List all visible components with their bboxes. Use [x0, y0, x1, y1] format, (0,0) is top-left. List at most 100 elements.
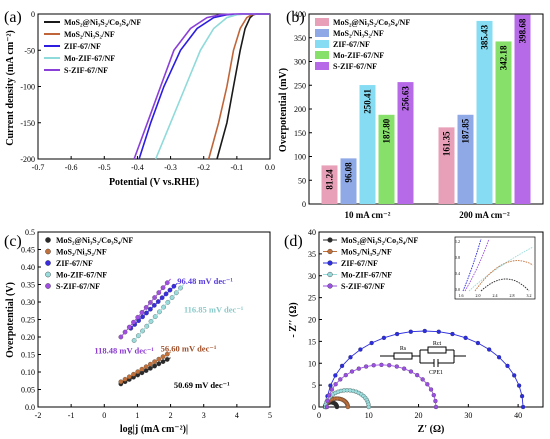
x-tick-label: 30: [464, 411, 472, 420]
legend-marker: [45, 260, 51, 266]
panel-c: (c) Overpotential (V) log|j (mA cm⁻²)| -…: [4, 228, 272, 435]
y-tick-label: 0.10: [21, 368, 35, 377]
bar: [476, 20, 493, 205]
circuit-resistor-rs: [393, 352, 413, 360]
fit-curve: [326, 364, 437, 408]
legend-label: MoS₂@Ni₃S₂/Co₃S₄/NF: [56, 236, 133, 245]
legend-label: S-ZIF-67/NF: [333, 62, 377, 71]
panel-c-letter: (c): [4, 233, 22, 250]
panel-b-ylabel: Overpotential (mV): [278, 68, 289, 152]
y-tick-label: 20: [308, 316, 316, 325]
panel-c-xlabel: log|j (mA cm⁻²)|: [120, 424, 188, 435]
x-tick-label: -0.6: [65, 163, 78, 172]
bar: [378, 114, 395, 204]
legend-label: MoS₂@Ni₃S₂/Co₃S₄/NF: [64, 18, 141, 27]
x-tick-label: 40: [514, 411, 522, 420]
panel-d-inset: 1.6 2.0 2.4 2.8 3.2 0.0 0.4 0.8 1.2: [454, 236, 536, 300]
inset-x-tick-label: 2.8: [510, 293, 515, 298]
y-tick-label: 50: [298, 176, 306, 185]
legend-swatch: [315, 40, 329, 48]
panel-b-letter: (b): [286, 9, 305, 26]
panel-a-legend: MoS₂@Ni₃S₂/Co₃S₄/NF MoS₂/Ni₃S₂/NF ZIF-67/N…: [44, 18, 141, 75]
panel-c-tafel-data: 50.69 mV dec⁻¹ 56.60 mV dec⁻¹ 96.48 mV dec…: [94, 276, 243, 390]
legend-label: ZIF-67/NF: [56, 259, 93, 268]
y-tick-label: -200: [20, 155, 35, 164]
x-tick-label: 2: [169, 411, 173, 420]
panel-a-series-lines: [133, 13, 270, 160]
legend-label: ZIF-67/NF: [333, 40, 370, 49]
panel-c-ylabel: Overpotential (V): [5, 282, 16, 358]
y-tick-label: 0.15: [21, 351, 35, 360]
panel-d-ylabel: - Z′′ (Ω): [288, 302, 299, 337]
x-tick-label: -0.1: [231, 163, 244, 172]
legend-label: S-ZIF-67/NF: [56, 282, 100, 291]
y-tick-label: 0.30: [21, 298, 35, 307]
y-tick-label: -150: [20, 119, 35, 128]
legend-label: MoS₂/Ni₃S₂/NF: [56, 248, 107, 257]
bar: [397, 82, 414, 204]
series-line: [154, 13, 270, 160]
panel-b: (b) Overpotential (mV) 0 50 100 150 200 250 30…: [278, 9, 544, 220]
y-tick-label: 0: [31, 10, 35, 19]
bar-value-label: 187.85: [461, 118, 471, 143]
inset-curve: [468, 246, 534, 292]
x-tick-label: -0.5: [98, 163, 111, 172]
legend-swatch: [315, 51, 329, 59]
tafel-slope-label: 50.69 mV dec⁻¹: [174, 380, 230, 390]
y-tick-label: 25: [308, 294, 316, 303]
tafel-slope-label: 116.85 mV dec⁻¹: [184, 305, 244, 315]
y-tick-label: 150: [294, 129, 306, 138]
legend-label: Mo-ZIF-67/NF: [341, 271, 392, 280]
legend-label: ZIF-67/NF: [64, 42, 101, 51]
y-tick-label: -50: [24, 46, 35, 55]
inset-curve: [462, 238, 482, 292]
legend-marker: [327, 248, 333, 255]
y-tick-label: 0.5: [25, 228, 35, 237]
panel-a-xlabel: Potential (V vs.RHE): [109, 177, 199, 188]
y-tick-label: 250: [294, 81, 306, 90]
bar: [438, 127, 455, 204]
y-tick-label: 0.40: [21, 263, 35, 272]
inset-y-tick-label: 0.4: [455, 271, 460, 276]
panel-c-legend: MoS₂@Ni₃S₂/Co₃S₄/NF MoS₂/Ni₃S₂/NF ZIF-67/N…: [45, 236, 133, 291]
x-tick-label: 3: [202, 411, 206, 420]
panel-d-letter: (d): [284, 233, 303, 250]
inset-y-tick-label: 1.2: [455, 239, 460, 244]
legend-label: Mo-ZIF-67/NF: [56, 271, 107, 280]
fit-line: [120, 351, 171, 383]
bar-value-label: 81.24: [325, 169, 335, 190]
inset-x-tick-label: 2.4: [493, 293, 498, 298]
panel-d-axes: 0 10 20 30 40 0 5 10 15 20 25 30 35 40: [308, 228, 522, 420]
y-tick-label: 0.0: [25, 403, 35, 412]
panel-d-xlabel: Z′ (Ω): [418, 424, 445, 435]
fit-line: [120, 278, 171, 338]
bar: [321, 165, 338, 204]
x-tick-label: -0.2: [197, 163, 210, 172]
legend-marker: [45, 283, 51, 289]
x-category-label: 200 mA cm⁻²: [459, 210, 510, 220]
legend-label: MoS₂@Ni₃S₂/Co₃S₄/NF: [341, 236, 418, 245]
x-tick-label: 0.0: [265, 163, 275, 172]
fit-line: [133, 283, 185, 341]
x-tick-label: 20: [415, 411, 423, 420]
circuit-label-rct: Rct: [433, 341, 442, 347]
legend-label: S-ZIF-67/NF: [64, 66, 108, 75]
legend-marker: [45, 237, 51, 243]
bar: [495, 41, 512, 204]
inset-curve: [480, 278, 530, 292]
y-tick-label: 30: [308, 272, 316, 281]
panel-a-ylabel: Current density (mA cm⁻²): [5, 30, 16, 146]
panel-d-nyquist-data: [322, 328, 526, 410]
x-tick-label: 10: [365, 411, 373, 420]
bar: [457, 114, 474, 204]
legend-label: MoS₂/Ni₃S₂/NF: [341, 248, 392, 257]
circuit-label-cpe: CPE1: [429, 370, 443, 376]
y-tick-label: 40: [308, 228, 316, 237]
legend-label: MoS₂/Ni₃S₂/NF: [64, 30, 115, 39]
x-category-label: 10 mA cm⁻²: [345, 210, 391, 220]
legend-swatch: [315, 29, 329, 37]
panel-b-bars: 81.24 96.08 250.41 187.80 256.63 161.35 187.85…: [321, 14, 531, 205]
x-tick-label: -0.7: [32, 163, 45, 172]
series-line: [133, 13, 270, 160]
legend-label: S-ZIF-67/NF: [341, 282, 385, 291]
